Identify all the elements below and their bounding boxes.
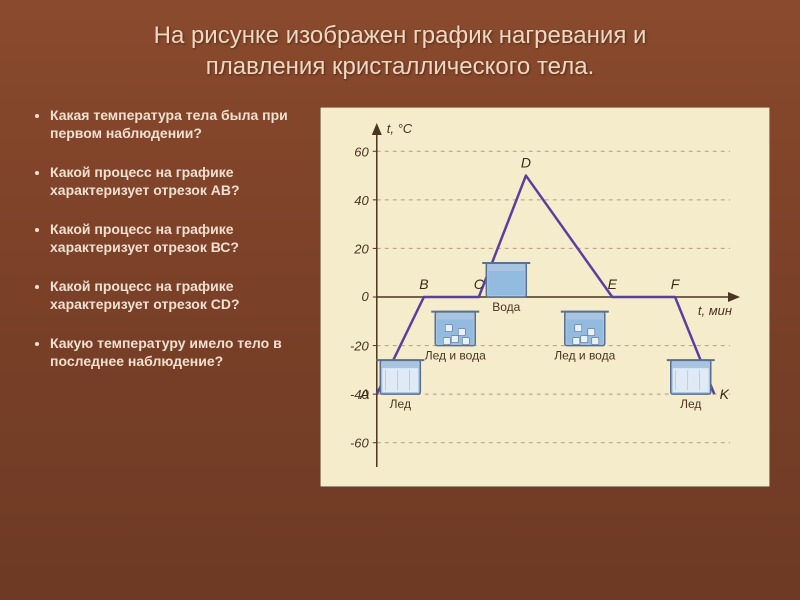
title-line2: плавления кристаллического тела. <box>206 53 594 80</box>
questions-list: Какая температура тела была при первом н… <box>30 107 300 370</box>
svg-text:Лед и вода: Лед и вода <box>425 349 486 363</box>
svg-text:Лед: Лед <box>680 398 701 412</box>
svg-text:20: 20 <box>353 242 369 257</box>
svg-text:C: C <box>474 276 485 292</box>
svg-text:t, °C: t, °C <box>387 121 413 136</box>
svg-text:D: D <box>521 155 531 171</box>
svg-text:40: 40 <box>354 193 369 208</box>
svg-text:B: B <box>419 276 428 292</box>
question-item: Какой процесс на графике характеризует о… <box>50 278 300 313</box>
question-item: Какая температура тела была при первом н… <box>50 107 300 142</box>
slide-content: Какая температура тела была при первом н… <box>30 107 770 487</box>
title-line1: На рисунке изображен график нагревания и <box>154 22 647 49</box>
svg-text:A: A <box>359 387 369 403</box>
svg-text:0: 0 <box>362 289 370 304</box>
question-item: Какой процесс на графике характеризует о… <box>50 221 300 256</box>
svg-text:F: F <box>671 276 681 292</box>
svg-text:Вода: Вода <box>492 300 520 314</box>
phase-chart: -60-40-200204060t, °Ct, минABCDEFKЛедЛед… <box>320 107 770 487</box>
questions-panel: Какая температура тела была при первом н… <box>30 107 300 487</box>
chart-container: -60-40-200204060t, °Ct, минABCDEFKЛедЛед… <box>320 107 770 487</box>
svg-text:-60: -60 <box>350 436 370 451</box>
question-item: Какой процесс на графике характеризует о… <box>50 164 300 199</box>
svg-text:60: 60 <box>354 145 369 160</box>
svg-text:-20: -20 <box>350 339 370 354</box>
svg-text:Лед: Лед <box>390 398 411 412</box>
svg-text:K: K <box>720 387 730 403</box>
question-item: Какую температуру имело тело в последнее… <box>50 335 300 370</box>
slide-title: На рисунке изображен график нагревания и… <box>30 20 770 82</box>
svg-text:E: E <box>608 276 618 292</box>
svg-text:t, мин: t, мин <box>698 303 732 318</box>
svg-text:Лед и вода: Лед и вода <box>554 349 615 363</box>
